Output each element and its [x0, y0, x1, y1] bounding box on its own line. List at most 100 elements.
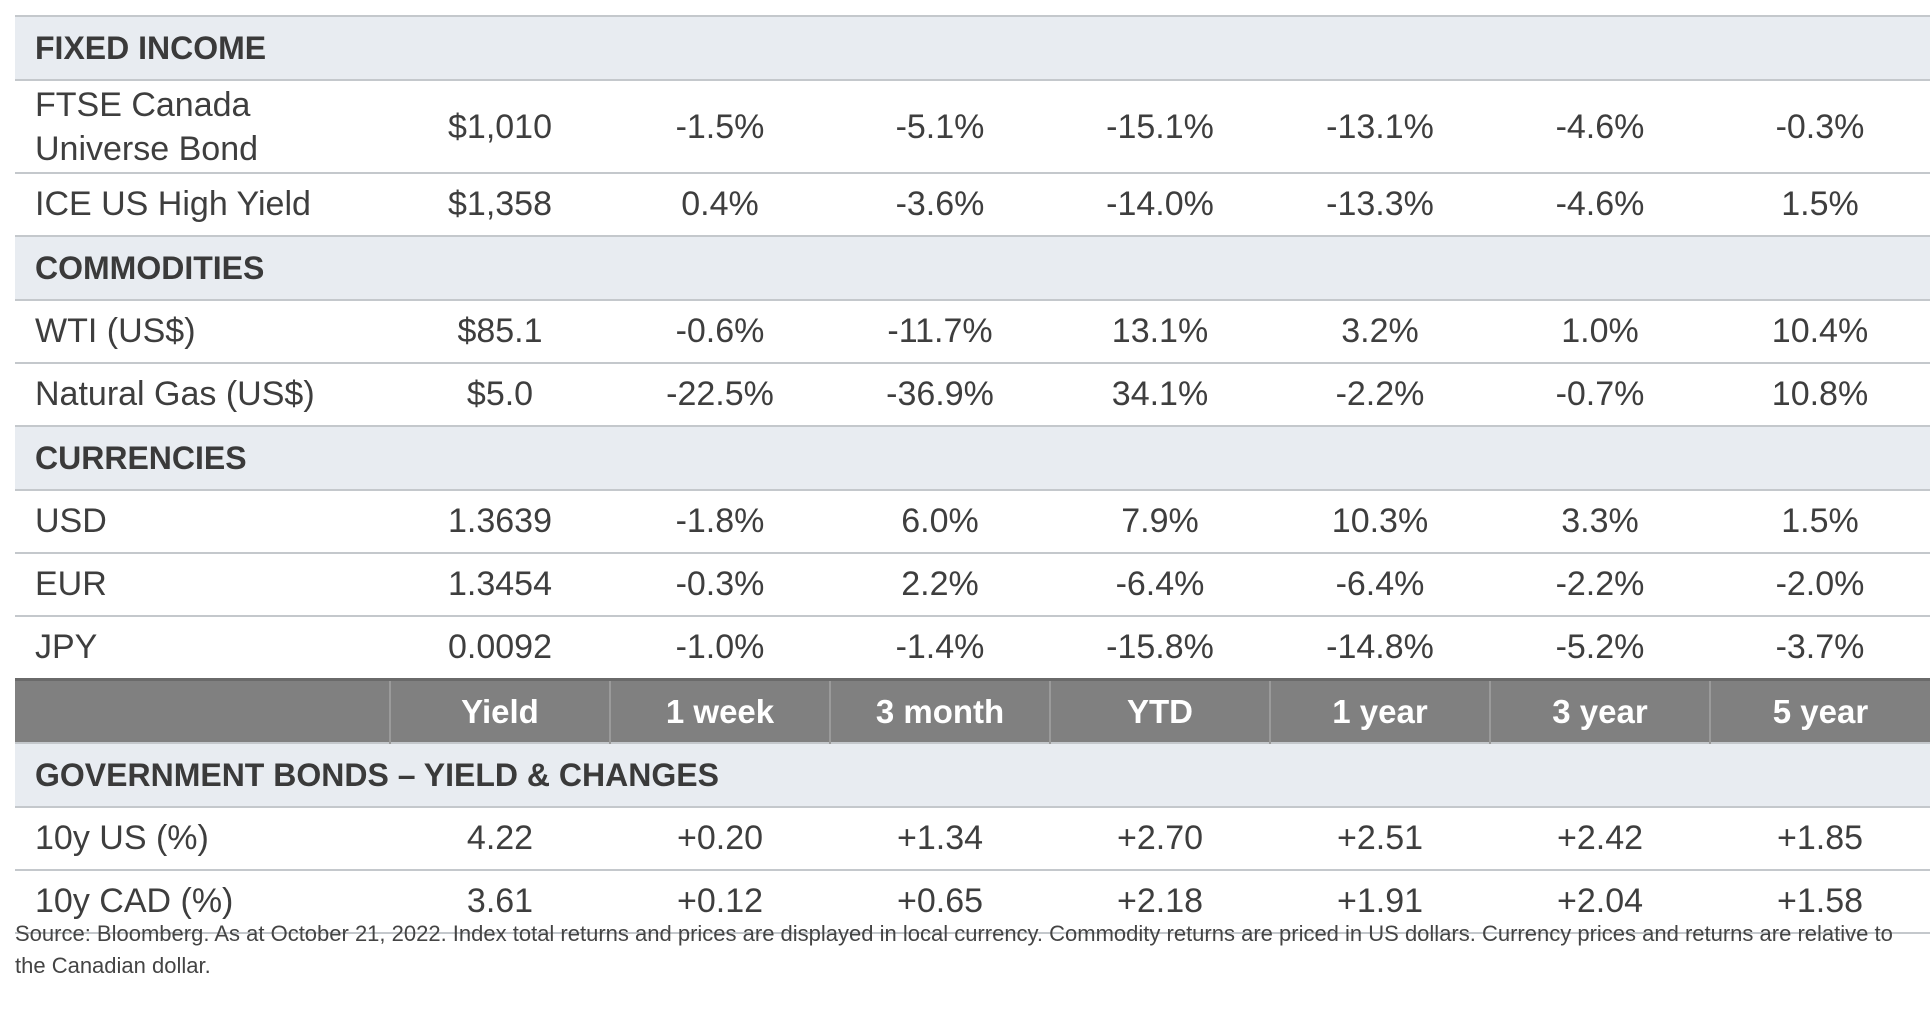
table-row: Natural Gas (US$) $5.0 -22.5% -36.9% 34.… [15, 362, 1930, 426]
row-label: 10y US (%) [15, 806, 390, 870]
cell-3-year: 3.3% [1490, 489, 1710, 553]
section-commodities: COMMODITIES [15, 235, 1930, 300]
cell-yield: $5.0 [390, 362, 610, 426]
column-header-3-year: 3 year [1489, 678, 1710, 743]
source-note: Source: Bloomberg. As at October 21, 202… [15, 921, 1893, 978]
section-fixed-income: FIXED INCOME [15, 15, 1930, 80]
table-row: USD 1.3639 -1.8% 6.0% 7.9% 10.3% 3.3% 1.… [15, 489, 1930, 553]
cell-5-year: +1.58 [1710, 869, 1930, 934]
cell-1-year: -14.8% [1270, 615, 1490, 680]
cell-yield: $85.1 [390, 299, 610, 363]
column-header-yield: Yield [389, 678, 610, 743]
cell-ytd: 7.9% [1050, 489, 1270, 553]
cell-3-month: +0.65 [830, 869, 1050, 934]
cell-yield: $1,358 [390, 172, 610, 236]
cell-5-year: 1.5% [1710, 172, 1930, 236]
cell-1-year: +1.91 [1270, 869, 1490, 934]
cell-3-month: -3.6% [830, 172, 1050, 236]
cell-yield: $1,010 [390, 79, 610, 173]
cell-ytd: -14.0% [1050, 172, 1270, 236]
cell-5-year: -3.7% [1710, 615, 1930, 680]
column-header-blank [15, 678, 390, 743]
table-row: ICE US High Yield $1,358 0.4% -3.6% -14.… [15, 172, 1930, 236]
cell-1-week: -0.3% [610, 552, 830, 616]
row-label: EUR [15, 552, 390, 616]
cell-ytd: +2.70 [1050, 806, 1270, 870]
cell-yield: 0.0092 [390, 615, 610, 680]
column-header-ytd: YTD [1049, 678, 1270, 743]
table-row: 10y US (%) 4.22 +0.20 +1.34 +2.70 +2.51 … [15, 806, 1930, 870]
cell-5-year: -0.3% [1710, 79, 1930, 173]
cell-3-year: -2.2% [1490, 552, 1710, 616]
cell-ytd: -6.4% [1050, 552, 1270, 616]
cell-ytd: -15.1% [1050, 79, 1270, 173]
cell-1-year: +2.51 [1270, 806, 1490, 870]
table-row: FTSE Canada Universe Bond $1,010 -1.5% -… [15, 79, 1930, 173]
cell-ytd: -15.8% [1050, 615, 1270, 680]
cell-yield: 1.3454 [390, 552, 610, 616]
cell-1-week: +0.12 [610, 869, 830, 934]
cell-1-week: -1.0% [610, 615, 830, 680]
cell-3-month: 2.2% [830, 552, 1050, 616]
cell-3-year: -5.2% [1490, 615, 1710, 680]
cell-3-year: -0.7% [1490, 362, 1710, 426]
cell-1-week: -0.6% [610, 299, 830, 363]
row-label: 10y CAD (%) [15, 869, 390, 934]
cell-1-year: -6.4% [1270, 552, 1490, 616]
column-header-1-week: 1 week [609, 678, 830, 743]
cell-yield: 1.3639 [390, 489, 610, 553]
cell-1-year: -13.3% [1270, 172, 1490, 236]
section-title: COMMODITIES [15, 235, 1930, 300]
cell-3-year: -4.6% [1490, 172, 1710, 236]
cell-3-year: +2.04 [1490, 869, 1710, 934]
cell-yield: 4.22 [390, 806, 610, 870]
row-label: Natural Gas (US$) [15, 362, 390, 426]
cell-5-year: +1.85 [1710, 806, 1930, 870]
cell-ytd: 13.1% [1050, 299, 1270, 363]
market-table-container: FIXED INCOME FTSE Canada Universe Bond $… [15, 15, 1930, 934]
section-government-bonds: GOVERNMENT BONDS – YIELD & CHANGES [15, 742, 1930, 807]
cell-1-year: -13.1% [1270, 79, 1490, 173]
cell-3-month: 6.0% [830, 489, 1050, 553]
cell-5-year: 10.4% [1710, 299, 1930, 363]
row-label: JPY [15, 615, 390, 680]
cell-5-year: -2.0% [1710, 552, 1930, 616]
cell-3-month: +1.34 [830, 806, 1050, 870]
cell-1-week: 0.4% [610, 172, 830, 236]
cell-1-year: 10.3% [1270, 489, 1490, 553]
market-data-table: FIXED INCOME FTSE Canada Universe Bond $… [15, 15, 1930, 934]
cell-5-year: 10.8% [1710, 362, 1930, 426]
row-label: WTI (US$) [15, 299, 390, 363]
table-row: 10y CAD (%) 3.61 +0.12 +0.65 +2.18 +1.91… [15, 869, 1930, 934]
section-title: CURRENCIES [15, 425, 1930, 490]
cell-1-week: -22.5% [610, 362, 830, 426]
cell-1-year: 3.2% [1270, 299, 1490, 363]
cell-3-month: -36.9% [830, 362, 1050, 426]
cell-yield: 3.61 [390, 869, 610, 934]
cell-3-month: -11.7% [830, 299, 1050, 363]
row-label: ICE US High Yield [15, 172, 390, 236]
row-label: FTSE Canada Universe Bond [15, 79, 390, 173]
cell-ytd: 34.1% [1050, 362, 1270, 426]
cell-3-year: -4.6% [1490, 79, 1710, 173]
row-label: USD [15, 489, 390, 553]
column-header-1-year: 1 year [1269, 678, 1490, 743]
section-currencies: CURRENCIES [15, 425, 1930, 490]
column-header-3-month: 3 month [829, 678, 1050, 743]
cell-5-year: 1.5% [1710, 489, 1930, 553]
cell-1-week: -1.8% [610, 489, 830, 553]
table-row: EUR 1.3454 -0.3% 2.2% -6.4% -6.4% -2.2% … [15, 552, 1930, 616]
cell-1-year: -2.2% [1270, 362, 1490, 426]
cell-3-month: -5.1% [830, 79, 1050, 173]
column-header-row: Yield 1 week 3 month YTD 1 year 3 year 5… [15, 678, 1930, 743]
column-header-5-year: 5 year [1709, 678, 1930, 743]
table-row: JPY 0.0092 -1.0% -1.4% -15.8% -14.8% -5.… [15, 615, 1930, 680]
cell-1-week: +0.20 [610, 806, 830, 870]
cell-3-year: 1.0% [1490, 299, 1710, 363]
section-title: FIXED INCOME [15, 15, 1930, 80]
cell-1-week: -1.5% [610, 79, 830, 173]
table-row: WTI (US$) $85.1 -0.6% -11.7% 13.1% 3.2% … [15, 299, 1930, 363]
cell-ytd: +2.18 [1050, 869, 1270, 934]
cell-3-month: -1.4% [830, 615, 1050, 680]
cell-3-year: +2.42 [1490, 806, 1710, 870]
